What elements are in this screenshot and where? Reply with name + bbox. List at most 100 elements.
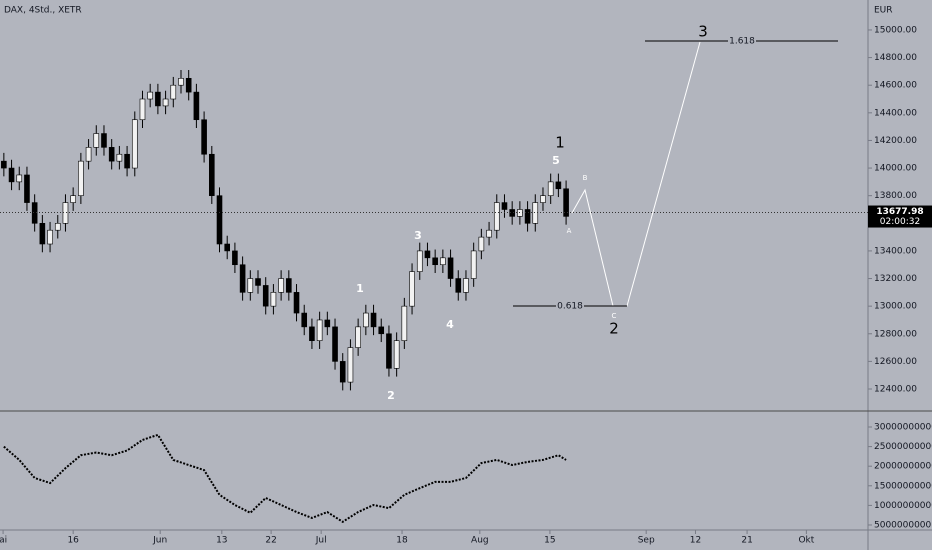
y-tick-label: 14000.00 (874, 164, 917, 174)
candle-body (409, 271, 415, 307)
fib-label-bg (728, 35, 756, 47)
y-tick-label: 13400.00 (874, 246, 917, 256)
wave-label: C (612, 312, 617, 320)
candle-body (524, 209, 531, 224)
wave-label: 3 (414, 229, 422, 242)
candle-body (70, 195, 76, 203)
y-tick-label: 14600.00 (874, 81, 917, 91)
candle-body (78, 160, 84, 196)
x-tick-label: ai (0, 536, 7, 546)
y-tick-label: 13000.00 (874, 302, 917, 312)
candle-body (278, 278, 284, 293)
candle-body (1, 160, 7, 169)
marks: 12400.00 12600.00 12800.00 13000.00 13200.00… (0, 25, 932, 546)
x-tick-label: Okt (798, 536, 814, 546)
candle-body (162, 98, 169, 107)
candle-body (31, 202, 38, 224)
x-tick-label: 15 (544, 536, 555, 546)
candle-body (8, 167, 15, 183)
candle-body (24, 174, 30, 203)
candle-body (54, 222, 61, 231)
candle-body (39, 222, 46, 245)
candle-body (286, 278, 292, 293)
y-tick-label: 25000000000.00 (874, 442, 932, 452)
candle-body (501, 202, 508, 210)
candle-body (93, 133, 100, 148)
candle-body (509, 209, 515, 217)
y-tick-label: 20000000000.00 (874, 462, 932, 472)
y-tick-label: 14400.00 (874, 108, 917, 118)
candle-body (270, 292, 277, 307)
candle-body (85, 147, 92, 162)
candle-body (255, 278, 261, 286)
x-tick-label: Jul (315, 536, 327, 546)
y-tick-label: 15000.00 (874, 25, 917, 35)
wave-label: 3 (698, 23, 708, 41)
candle-body (555, 181, 562, 190)
x-tick-label: Jun (152, 536, 167, 546)
x-tick-label: 16 (67, 536, 79, 546)
last-price-box (868, 205, 932, 228)
candle-body (131, 119, 138, 169)
fib-label: 1.618 (729, 37, 755, 47)
candle-body (455, 278, 462, 293)
candle-body (393, 340, 400, 369)
candle-body (470, 250, 477, 279)
fib-label-bg (556, 300, 584, 312)
indicator-line (3, 433, 567, 524)
candle-body (432, 257, 438, 266)
candle-body (147, 91, 153, 100)
y-tick-label: 5000000000.00 (874, 520, 932, 530)
wave-label: 2 (609, 320, 619, 338)
y-tick-label: 10000000000.00 (874, 501, 932, 511)
y-tick-label: 14200.00 (874, 136, 917, 146)
candle-body (139, 98, 146, 121)
candle-body (416, 250, 423, 272)
candle-body (547, 181, 554, 196)
x-tick-label: Sep (638, 536, 655, 546)
candle-body (540, 195, 546, 203)
candle-body (493, 202, 500, 231)
candle-body (262, 285, 269, 307)
candle-body (332, 326, 338, 362)
candle-body (108, 147, 115, 162)
x-tick-label: 18 (396, 536, 408, 546)
candle-body (293, 292, 300, 314)
candle-body (378, 326, 385, 335)
candle-body (401, 305, 408, 341)
candle-body (239, 264, 246, 293)
fib-label: 0.618 (557, 302, 583, 312)
candle-body (486, 229, 492, 238)
candle-body (247, 278, 254, 293)
candle-body (386, 333, 392, 369)
wave-label: 4 (446, 318, 454, 331)
wave-label: 1 (356, 282, 364, 295)
wave-label: 2 (387, 389, 395, 402)
y-tick-label: 15000000000.00 (874, 481, 932, 491)
candle-body (324, 319, 331, 328)
x-tick-label: Aug (471, 536, 489, 546)
candle-body (47, 229, 53, 245)
candle-body (124, 153, 130, 169)
candle-body (347, 347, 354, 383)
candle-body (563, 188, 569, 217)
candle-body (355, 326, 361, 348)
candle-body (224, 243, 231, 252)
y-tick-label: 12400.00 (874, 385, 917, 395)
candle-body (301, 312, 308, 328)
candle-body (447, 257, 454, 279)
countdown: 02:00:32 (880, 217, 920, 227)
candle-body (101, 133, 107, 148)
candle-body (339, 361, 346, 383)
candle-body (478, 236, 485, 252)
candle-body (170, 84, 177, 100)
axis-unit: EUR (874, 6, 893, 16)
wave-label: 1 (555, 134, 565, 152)
candle-body (116, 153, 123, 162)
x-tick-label: 12 (690, 536, 701, 546)
candle-body (209, 153, 215, 196)
candle-body (363, 312, 369, 328)
chart-title: DAX, 4Std., XETR (4, 6, 82, 16)
y-tick-label: 30000000000.00 (874, 423, 932, 433)
